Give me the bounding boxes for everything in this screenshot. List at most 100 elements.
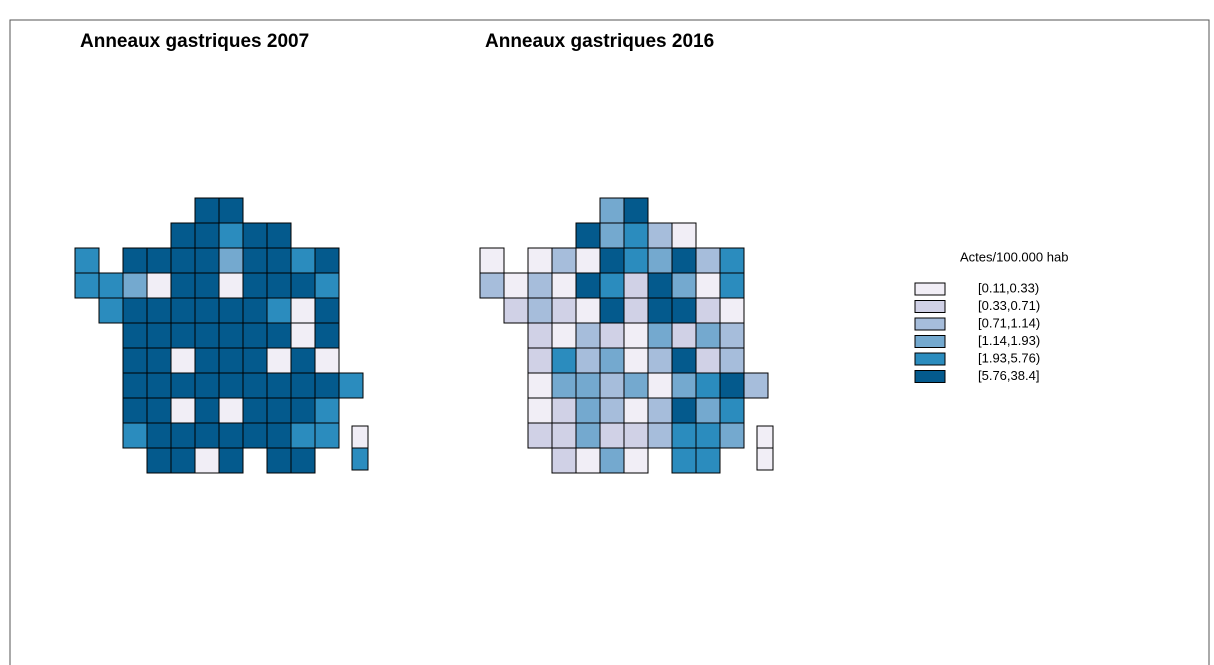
department bbox=[194, 222, 220, 249]
department bbox=[599, 347, 625, 374]
department bbox=[647, 422, 673, 449]
department bbox=[599, 422, 625, 449]
department bbox=[719, 372, 745, 399]
department bbox=[551, 297, 577, 324]
department bbox=[146, 372, 172, 399]
department bbox=[671, 322, 697, 349]
department bbox=[266, 422, 292, 449]
department bbox=[623, 272, 649, 299]
legend-label: [0.11,0.33) bbox=[978, 280, 1039, 295]
department bbox=[290, 322, 316, 349]
department bbox=[527, 272, 553, 299]
department bbox=[122, 372, 148, 399]
department bbox=[647, 297, 673, 324]
legend-title: Actes/100.000 hab bbox=[960, 249, 1068, 264]
department bbox=[551, 272, 577, 299]
department bbox=[623, 222, 649, 249]
department bbox=[170, 297, 196, 324]
department bbox=[170, 247, 196, 274]
department bbox=[146, 322, 172, 349]
department bbox=[719, 247, 745, 274]
department bbox=[575, 272, 601, 299]
department bbox=[194, 272, 220, 299]
department bbox=[551, 422, 577, 449]
department bbox=[290, 272, 316, 299]
department bbox=[194, 397, 220, 424]
legend-label: [5.76,38.4] bbox=[978, 368, 1039, 383]
department bbox=[338, 372, 364, 399]
department bbox=[623, 347, 649, 374]
department bbox=[266, 322, 292, 349]
department bbox=[146, 447, 172, 474]
legend-swatch bbox=[914, 300, 946, 313]
department bbox=[351, 425, 369, 449]
department bbox=[695, 297, 721, 324]
department bbox=[527, 397, 553, 424]
department bbox=[527, 322, 553, 349]
department bbox=[242, 272, 268, 299]
department bbox=[314, 372, 340, 399]
department bbox=[575, 222, 601, 249]
department bbox=[575, 397, 601, 424]
department bbox=[695, 272, 721, 299]
department bbox=[527, 422, 553, 449]
legend-swatch bbox=[914, 352, 946, 366]
department bbox=[98, 272, 124, 299]
department bbox=[218, 347, 244, 374]
department bbox=[695, 447, 721, 474]
department bbox=[479, 247, 505, 274]
department bbox=[575, 422, 601, 449]
department bbox=[74, 272, 100, 299]
department bbox=[623, 247, 649, 274]
department bbox=[122, 422, 148, 449]
department bbox=[314, 297, 340, 324]
department bbox=[170, 222, 196, 249]
department bbox=[194, 447, 220, 474]
department bbox=[242, 372, 268, 399]
department bbox=[527, 347, 553, 374]
department bbox=[290, 422, 316, 449]
department bbox=[314, 247, 340, 274]
department bbox=[170, 272, 196, 299]
department bbox=[218, 447, 244, 474]
department bbox=[695, 372, 721, 399]
department bbox=[314, 322, 340, 349]
department bbox=[743, 372, 769, 399]
department bbox=[756, 447, 774, 471]
department bbox=[647, 247, 673, 274]
department bbox=[719, 422, 745, 449]
department bbox=[671, 422, 697, 449]
department bbox=[671, 372, 697, 399]
department bbox=[218, 247, 244, 274]
department bbox=[623, 372, 649, 399]
department bbox=[599, 447, 625, 474]
department bbox=[218, 372, 244, 399]
department bbox=[756, 425, 774, 449]
department bbox=[599, 372, 625, 399]
department bbox=[314, 347, 340, 374]
legend-label: [1.14,1.93) bbox=[978, 333, 1040, 348]
department bbox=[314, 397, 340, 424]
department bbox=[266, 297, 292, 324]
department bbox=[290, 297, 316, 324]
legend-label: [0.33,0.71) bbox=[978, 298, 1040, 313]
department bbox=[671, 297, 697, 324]
department bbox=[266, 397, 292, 424]
department bbox=[218, 422, 244, 449]
department bbox=[122, 322, 148, 349]
department bbox=[647, 222, 673, 249]
department bbox=[290, 372, 316, 399]
department bbox=[551, 397, 577, 424]
department bbox=[599, 247, 625, 274]
department bbox=[695, 322, 721, 349]
department bbox=[599, 297, 625, 324]
department bbox=[647, 397, 673, 424]
department bbox=[551, 347, 577, 374]
department bbox=[266, 272, 292, 299]
department bbox=[575, 447, 601, 474]
department bbox=[314, 422, 340, 449]
department bbox=[170, 422, 196, 449]
department bbox=[623, 447, 649, 474]
